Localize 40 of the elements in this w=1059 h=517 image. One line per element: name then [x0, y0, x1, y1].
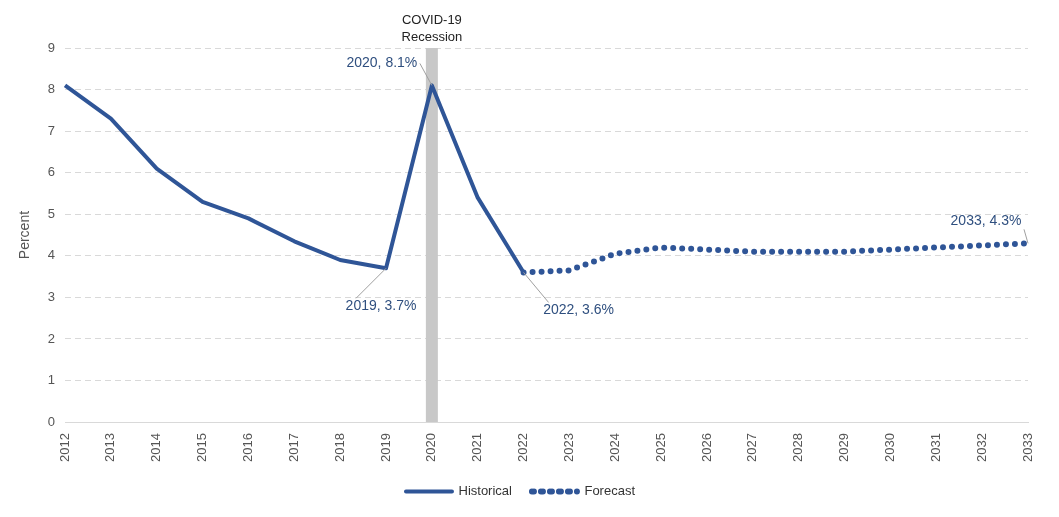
x-tick-label: 2027: [744, 433, 760, 462]
y-tick-label: 6: [47, 164, 56, 180]
x-tick-label: 2021: [469, 433, 485, 462]
y-axis-title: Percent: [16, 210, 33, 260]
y-tick-label: 9: [47, 39, 56, 55]
x-tick-label: 2016: [240, 433, 256, 462]
annotation: 2020, 8.1%: [346, 54, 418, 71]
annotation: 2033, 4.3%: [950, 212, 1022, 229]
y-tick-label: 0: [47, 413, 56, 429]
y-tick-label: 1: [47, 372, 56, 388]
y-tick-label: 5: [47, 205, 56, 221]
x-tick-label: 2028: [790, 433, 806, 462]
x-tick-label: 2031: [927, 433, 943, 462]
annotation: 2019, 3.7%: [345, 297, 417, 314]
annotation: 2022, 3.6%: [543, 301, 615, 318]
band-label: COVID-19 Recession: [401, 12, 463, 45]
y-tick-label: 3: [47, 288, 56, 304]
y-tick-label: 7: [47, 122, 56, 138]
x-tick-label: 2018: [331, 433, 347, 462]
x-tick-label: 2029: [836, 433, 852, 462]
x-tick-label: 2020: [423, 433, 439, 462]
x-tick-label: 2033: [1019, 433, 1035, 462]
x-tick-label: 2015: [194, 433, 210, 462]
x-tick-label: 2024: [606, 433, 622, 462]
x-tick-label: 2017: [285, 433, 301, 462]
y-tick-label: 8: [47, 81, 56, 97]
x-tick-label: 2019: [377, 433, 393, 462]
x-tick-label: 2032: [973, 433, 989, 462]
y-tick-label: 2: [47, 330, 56, 346]
legend-label: Forecast: [584, 483, 636, 499]
x-tick-label: 2022: [515, 433, 531, 462]
x-tick-label: 2026: [698, 433, 714, 462]
x-tick-label: 2014: [148, 433, 164, 462]
y-tick-label: 4: [47, 247, 56, 263]
x-tick-label: 2012: [56, 433, 72, 462]
x-tick-label: 2030: [882, 433, 898, 462]
x-tick-label: 2025: [652, 433, 668, 462]
x-tick-label: 2013: [102, 433, 118, 462]
legend-label: Historical: [458, 483, 513, 499]
x-tick-label: 2023: [561, 433, 577, 462]
